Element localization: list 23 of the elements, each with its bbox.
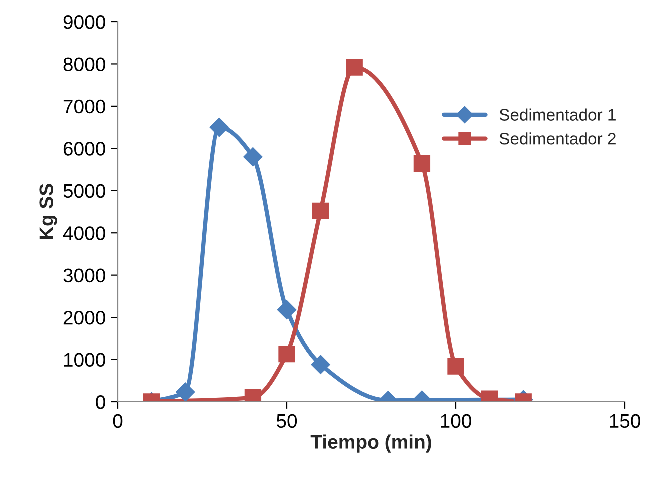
point — [312, 202, 330, 220]
legend-label: Sedimentador 2 — [500, 132, 616, 145]
legend-label: Sedimentador 1 — [500, 108, 616, 121]
x-tick-label: 0 — [113, 414, 123, 428]
y-tick-label: 0 — [96, 395, 106, 410]
y-tick-label: 6000 — [64, 142, 106, 156]
y-tick-label: 3000 — [64, 268, 106, 283]
point — [414, 156, 431, 172]
y-tick-label: 7000 — [64, 100, 106, 114]
y-tick-label: 1000 — [64, 353, 106, 368]
y-tick-label: 9000 — [64, 15, 106, 30]
y-axis-title: Kg SS — [40, 184, 58, 240]
point — [346, 59, 363, 76]
x-tick-label: 150 — [610, 414, 640, 428]
y-tick-label: 4000 — [63, 226, 106, 240]
x-tick-label: 50 — [276, 414, 298, 428]
y-tick-label: 2000 — [64, 311, 106, 325]
x-tick-label: 100 — [441, 414, 472, 428]
x-axis-title: Tiempo (min) — [310, 434, 432, 453]
y-tick-label: 8000 — [64, 58, 106, 72]
point — [244, 148, 263, 167]
point — [210, 118, 229, 138]
y-tick-label: 5000 — [64, 184, 106, 198]
